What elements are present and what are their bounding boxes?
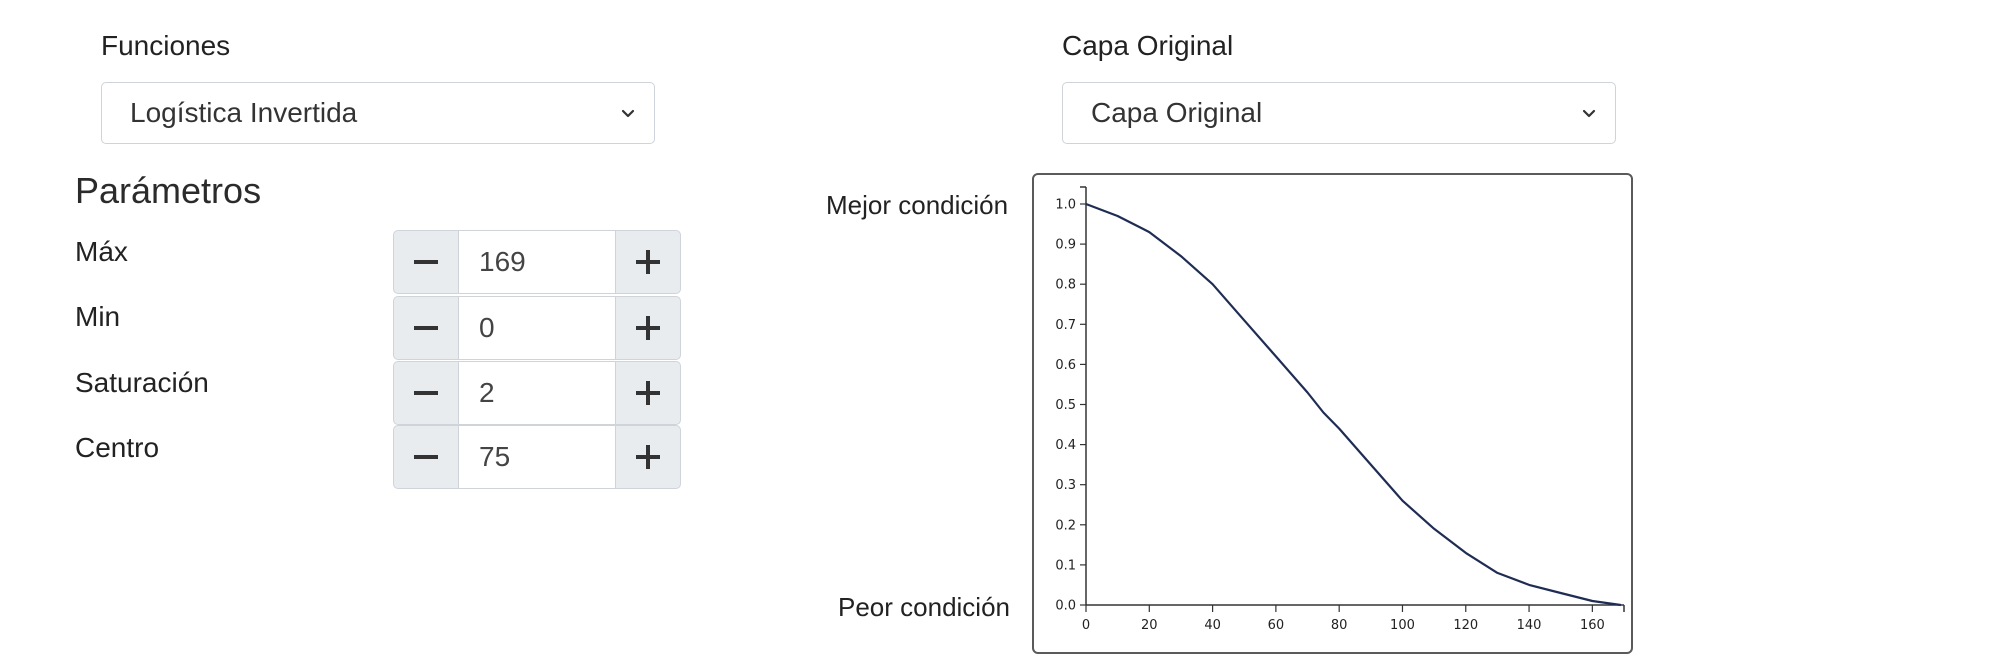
- y-tick-label: 0.8: [1055, 278, 1076, 293]
- x-tick-label: 140: [1517, 618, 1542, 633]
- x-tick-label: 40: [1204, 618, 1221, 633]
- plus-icon: [636, 381, 660, 405]
- y-tick-label: 0.2: [1055, 518, 1076, 533]
- funciones-label: Funciones: [101, 30, 231, 61]
- y-tick-label: 0.1: [1055, 558, 1076, 573]
- max-stepper[interactable]: 169: [393, 230, 681, 294]
- y-tick-label: 0.4: [1055, 438, 1076, 453]
- parametros-title: Parámetros: [75, 170, 262, 211]
- funciones-selected-value: Logística Invertida: [130, 97, 358, 128]
- param-label-saturacion: Saturación: [75, 367, 209, 398]
- centro-increment-button[interactable]: [615, 425, 681, 489]
- minus-icon: [414, 455, 438, 459]
- centro-stepper[interactable]: 75: [393, 425, 681, 489]
- capa-selected-value: Capa Original: [1091, 97, 1263, 128]
- minus-icon: [414, 391, 438, 395]
- x-tick-label: 80: [1331, 618, 1348, 633]
- min-decrement-button[interactable]: [393, 296, 459, 360]
- funciones-select[interactable]: Logística Invertida: [101, 82, 655, 144]
- centro-value-input[interactable]: 75: [459, 425, 615, 489]
- plus-icon: [636, 250, 660, 274]
- param-label-max: Máx: [75, 236, 128, 267]
- min-stepper[interactable]: 0: [393, 296, 681, 360]
- y-tick-label: 0.3: [1055, 478, 1076, 493]
- centro-decrement-button[interactable]: [393, 425, 459, 489]
- param-label-centro: Centro: [75, 432, 160, 463]
- chevron-down-icon: [1582, 109, 1596, 118]
- min-increment-button[interactable]: [615, 296, 681, 360]
- max-decrement-button[interactable]: [393, 230, 459, 294]
- plus-icon: [636, 316, 660, 340]
- mejor-condicion-label: Mejor condición: [826, 190, 1009, 220]
- param-label-min: Min: [75, 301, 121, 332]
- max-increment-button[interactable]: [615, 230, 681, 294]
- y-tick-label: 0.7: [1055, 318, 1076, 333]
- y-tick-label: 1.0: [1055, 198, 1076, 213]
- x-tick-label: 60: [1268, 618, 1285, 633]
- saturacion-decrement-button[interactable]: [393, 361, 459, 425]
- saturacion-value-input[interactable]: 2: [459, 361, 615, 425]
- max-value-input[interactable]: 169: [459, 230, 615, 294]
- x-tick-label: 0: [1082, 618, 1090, 633]
- plus-icon: [636, 445, 660, 469]
- y-tick-label: 0.9: [1055, 238, 1076, 253]
- saturacion-stepper[interactable]: 2: [393, 361, 681, 425]
- x-tick-label: 100: [1390, 618, 1415, 633]
- y-tick-label: 0.5: [1055, 398, 1076, 413]
- minus-icon: [414, 326, 438, 330]
- y-tick-label: 0.0: [1055, 599, 1076, 614]
- x-tick-label: 160: [1580, 618, 1605, 633]
- y-tick-label: 0.6: [1055, 358, 1076, 373]
- min-value-input[interactable]: 0: [459, 296, 615, 360]
- curve-line: [1085, 202, 1621, 607]
- function-chart-svg: 0.0 0.1 0.2 0.3 0.4 0.5 0.6 0.7 0.8 0.9 1.0 0 20 40 60…: [1055, 186, 1625, 633]
- capa-select[interactable]: Capa Original: [1062, 82, 1616, 144]
- chevron-down-icon: [621, 109, 635, 118]
- x-tick-label: 120: [1453, 618, 1478, 633]
- capa-label: Capa Original: [1062, 30, 1234, 61]
- function-chart: 0.0 0.1 0.2 0.3 0.4 0.5 0.6 0.7 0.8 0.9 1.0 0 20 40 60…: [1032, 173, 1633, 654]
- x-tick-label: 20: [1141, 618, 1158, 633]
- minus-icon: [414, 260, 438, 264]
- saturacion-increment-button[interactable]: [615, 361, 681, 425]
- peor-condicion-label: Peor condición: [838, 592, 1010, 622]
